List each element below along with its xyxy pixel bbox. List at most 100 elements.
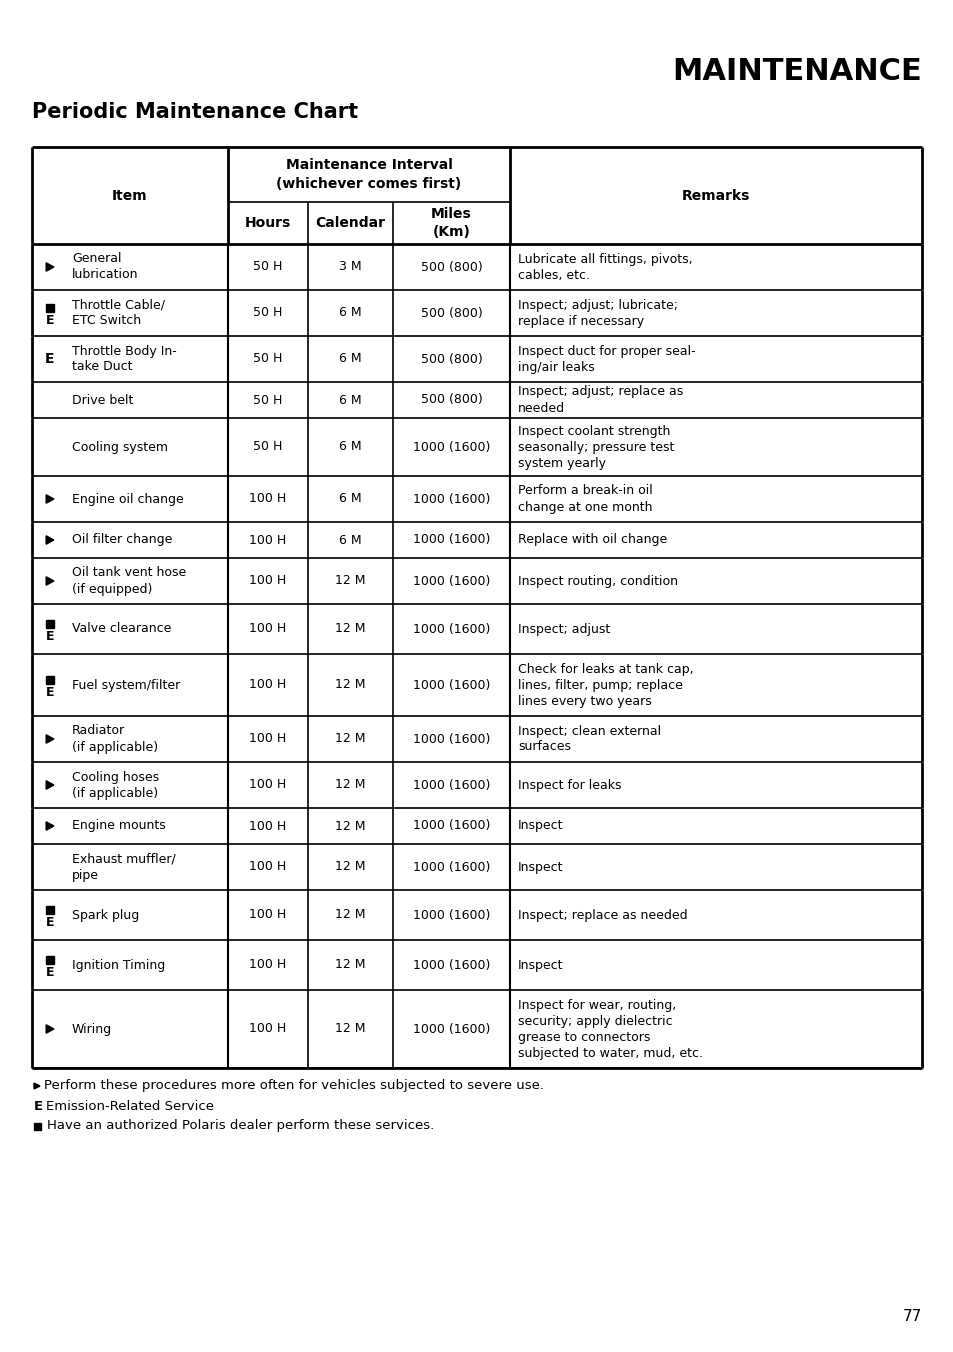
Text: 500 (800): 500 (800) bbox=[420, 261, 482, 273]
Text: 6 M: 6 M bbox=[339, 492, 361, 506]
Text: 500 (800): 500 (800) bbox=[420, 307, 482, 319]
Text: Drive belt: Drive belt bbox=[71, 393, 133, 407]
Polygon shape bbox=[46, 734, 53, 744]
Bar bbox=[46, 304, 54, 312]
Text: Periodic Maintenance Chart: Periodic Maintenance Chart bbox=[32, 101, 357, 122]
Text: Inspect: Inspect bbox=[517, 819, 563, 833]
Text: 6 M: 6 M bbox=[339, 307, 361, 319]
Text: 1000 (1600): 1000 (1600) bbox=[413, 622, 490, 635]
Text: Spark plug: Spark plug bbox=[71, 909, 139, 922]
Text: 100 H: 100 H bbox=[249, 622, 286, 635]
Polygon shape bbox=[46, 1025, 53, 1033]
Polygon shape bbox=[46, 822, 53, 830]
Text: 100 H: 100 H bbox=[249, 1022, 286, 1036]
Text: E: E bbox=[46, 917, 54, 930]
Text: 1000 (1600): 1000 (1600) bbox=[413, 441, 490, 453]
Text: Perform a break-in oil
change at one month: Perform a break-in oil change at one mon… bbox=[517, 484, 652, 514]
Text: Remarks: Remarks bbox=[681, 188, 749, 203]
Polygon shape bbox=[46, 577, 53, 585]
Text: Inspect; adjust; lubricate;
replace if necessary: Inspect; adjust; lubricate; replace if n… bbox=[517, 299, 678, 327]
Text: Inspect: Inspect bbox=[517, 860, 563, 873]
Text: 50 H: 50 H bbox=[253, 441, 282, 453]
Text: Throttle Body In-
take Duct: Throttle Body In- take Duct bbox=[71, 345, 176, 373]
Text: Miles
(Km): Miles (Km) bbox=[431, 207, 472, 239]
Text: 500 (800): 500 (800) bbox=[420, 353, 482, 365]
Text: Maintenance Interval
(whichever comes first): Maintenance Interval (whichever comes fi… bbox=[276, 158, 461, 191]
Text: 6 M: 6 M bbox=[339, 353, 361, 365]
Text: 50 H: 50 H bbox=[253, 261, 282, 273]
Text: Exhaust muffler/
pipe: Exhaust muffler/ pipe bbox=[71, 853, 175, 882]
Text: 100 H: 100 H bbox=[249, 534, 286, 546]
Text: MAINTENANCE: MAINTENANCE bbox=[672, 57, 921, 87]
Text: Cooling system: Cooling system bbox=[71, 441, 168, 453]
Text: 12 M: 12 M bbox=[335, 779, 365, 791]
Text: Check for leaks at tank cap,
lines, filter, pump; replace
lines every two years: Check for leaks at tank cap, lines, filt… bbox=[517, 662, 693, 707]
Text: Ignition Timing: Ignition Timing bbox=[71, 959, 165, 972]
Text: Cooling hoses
(if applicable): Cooling hoses (if applicable) bbox=[71, 771, 159, 799]
Text: 12 M: 12 M bbox=[335, 1022, 365, 1036]
Text: Engine oil change: Engine oil change bbox=[71, 492, 184, 506]
Text: Inspect duct for proper seal-
ing/air leaks: Inspect duct for proper seal- ing/air le… bbox=[517, 345, 695, 373]
Text: 100 H: 100 H bbox=[249, 779, 286, 791]
Text: 100 H: 100 H bbox=[249, 959, 286, 972]
Text: Inspect for wear, routing,
security; apply dielectric
grease to connectors
subje: Inspect for wear, routing, security; app… bbox=[517, 999, 702, 1060]
Text: 1000 (1600): 1000 (1600) bbox=[413, 909, 490, 922]
Text: 1000 (1600): 1000 (1600) bbox=[413, 492, 490, 506]
Text: Perform these procedures more often for vehicles subjected to severe use.: Perform these procedures more often for … bbox=[44, 1079, 543, 1092]
Text: 1000 (1600): 1000 (1600) bbox=[413, 779, 490, 791]
Text: Inspect; adjust: Inspect; adjust bbox=[517, 622, 610, 635]
Text: Inspect; replace as needed: Inspect; replace as needed bbox=[517, 909, 687, 922]
Text: Oil filter change: Oil filter change bbox=[71, 534, 172, 546]
Text: 6 M: 6 M bbox=[339, 441, 361, 453]
Text: Fuel system/filter: Fuel system/filter bbox=[71, 679, 180, 691]
Text: 3 M: 3 M bbox=[339, 261, 361, 273]
Text: Inspect; clean external
surfaces: Inspect; clean external surfaces bbox=[517, 725, 660, 753]
Text: E: E bbox=[46, 967, 54, 979]
Bar bbox=[46, 906, 54, 914]
Text: 12 M: 12 M bbox=[335, 959, 365, 972]
Polygon shape bbox=[46, 495, 53, 503]
Text: E: E bbox=[34, 1099, 43, 1113]
Text: Inspect: Inspect bbox=[517, 959, 563, 972]
Polygon shape bbox=[46, 262, 53, 272]
Text: 100 H: 100 H bbox=[249, 492, 286, 506]
Text: Calendar: Calendar bbox=[315, 216, 385, 230]
Text: Wiring: Wiring bbox=[71, 1022, 112, 1036]
Text: 100 H: 100 H bbox=[249, 860, 286, 873]
Text: 100 H: 100 H bbox=[249, 575, 286, 588]
Text: Inspect for leaks: Inspect for leaks bbox=[517, 779, 620, 791]
Text: 1000 (1600): 1000 (1600) bbox=[413, 819, 490, 833]
Text: 50 H: 50 H bbox=[253, 307, 282, 319]
Text: General
lubrication: General lubrication bbox=[71, 253, 138, 281]
Text: Oil tank vent hose
(if equipped): Oil tank vent hose (if equipped) bbox=[71, 566, 186, 595]
Text: 500 (800): 500 (800) bbox=[420, 393, 482, 407]
Bar bbox=[46, 621, 54, 627]
Text: Replace with oil change: Replace with oil change bbox=[517, 534, 666, 546]
Text: 50 H: 50 H bbox=[253, 353, 282, 365]
Text: 100 H: 100 H bbox=[249, 679, 286, 691]
Text: 77: 77 bbox=[902, 1309, 921, 1324]
Text: 12 M: 12 M bbox=[335, 622, 365, 635]
Text: 12 M: 12 M bbox=[335, 575, 365, 588]
Text: Inspect; adjust; replace as
needed: Inspect; adjust; replace as needed bbox=[517, 385, 682, 415]
Text: 100 H: 100 H bbox=[249, 909, 286, 922]
Text: Inspect routing, condition: Inspect routing, condition bbox=[517, 575, 678, 588]
Text: 12 M: 12 M bbox=[335, 909, 365, 922]
Text: E: E bbox=[46, 687, 54, 699]
Text: 6 M: 6 M bbox=[339, 534, 361, 546]
Text: 1000 (1600): 1000 (1600) bbox=[413, 959, 490, 972]
Polygon shape bbox=[34, 1083, 40, 1088]
Text: Engine mounts: Engine mounts bbox=[71, 819, 166, 833]
Text: 1000 (1600): 1000 (1600) bbox=[413, 679, 490, 691]
Text: 12 M: 12 M bbox=[335, 819, 365, 833]
Text: 100 H: 100 H bbox=[249, 819, 286, 833]
Polygon shape bbox=[46, 535, 53, 545]
Text: 1000 (1600): 1000 (1600) bbox=[413, 860, 490, 873]
Text: 12 M: 12 M bbox=[335, 860, 365, 873]
Text: E: E bbox=[46, 315, 54, 327]
Text: 1000 (1600): 1000 (1600) bbox=[413, 575, 490, 588]
Text: Radiator
(if applicable): Radiator (if applicable) bbox=[71, 725, 158, 753]
Text: 1000 (1600): 1000 (1600) bbox=[413, 534, 490, 546]
Text: 12 M: 12 M bbox=[335, 679, 365, 691]
Text: Inspect coolant strength
seasonally; pressure test
system yearly: Inspect coolant strength seasonally; pre… bbox=[517, 425, 674, 469]
